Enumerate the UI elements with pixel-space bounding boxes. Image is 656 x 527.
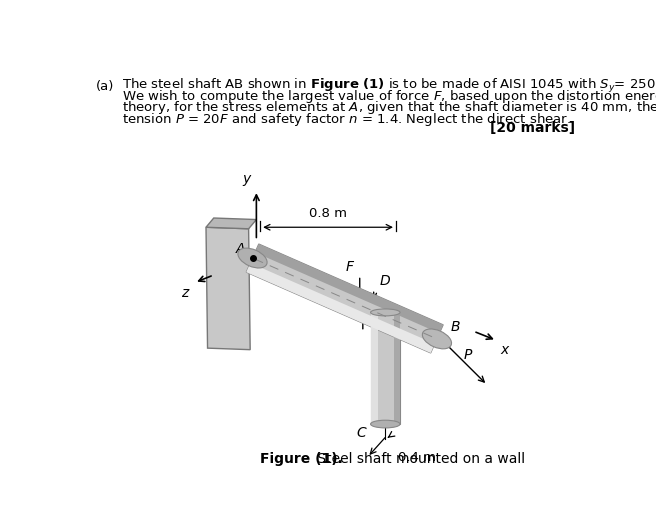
Ellipse shape bbox=[422, 329, 451, 349]
Text: Steel shaft mounted on a wall: Steel shaft mounted on a wall bbox=[313, 452, 525, 466]
Ellipse shape bbox=[371, 309, 400, 316]
Text: z: z bbox=[181, 286, 188, 300]
Text: D: D bbox=[380, 274, 390, 288]
Text: [20 marks]: [20 marks] bbox=[490, 121, 575, 135]
Ellipse shape bbox=[371, 420, 400, 428]
Polygon shape bbox=[246, 263, 435, 353]
Polygon shape bbox=[255, 244, 443, 333]
Text: P: P bbox=[464, 348, 472, 362]
Text: We wish to compute the largest value of force $F$, based upon the distortion ene: We wish to compute the largest value of … bbox=[122, 88, 656, 105]
Polygon shape bbox=[371, 313, 379, 424]
Polygon shape bbox=[246, 244, 443, 353]
Text: A: A bbox=[236, 242, 245, 256]
Text: The steel shaft AB shown in $\bf{Figure\ (1)}$ is to be made of AISI 1045 with $: The steel shaft AB shown in $\bf{Figure\… bbox=[122, 77, 656, 95]
Text: F: F bbox=[346, 260, 354, 274]
Text: Figure (1).: Figure (1). bbox=[260, 452, 343, 466]
Text: tension $P$ = 20$F$ and safety factor $n$ = 1.4. Neglect the direct shear.: tension $P$ = 20$F$ and safety factor $n… bbox=[122, 111, 571, 128]
Polygon shape bbox=[206, 218, 256, 229]
Polygon shape bbox=[394, 313, 400, 424]
Text: y: y bbox=[242, 172, 250, 187]
Ellipse shape bbox=[238, 248, 267, 268]
Text: x: x bbox=[501, 343, 509, 357]
Text: C: C bbox=[356, 426, 366, 440]
Text: theory, for the stress elements at $A$, given that the shaft diameter is 40 mm, : theory, for the stress elements at $A$, … bbox=[122, 100, 656, 116]
Text: (a): (a) bbox=[96, 80, 114, 93]
Text: B: B bbox=[451, 320, 461, 334]
Polygon shape bbox=[371, 313, 400, 424]
Text: 0.8 m: 0.8 m bbox=[309, 207, 347, 220]
Text: 0.4 m: 0.4 m bbox=[398, 451, 436, 464]
Polygon shape bbox=[206, 227, 250, 350]
